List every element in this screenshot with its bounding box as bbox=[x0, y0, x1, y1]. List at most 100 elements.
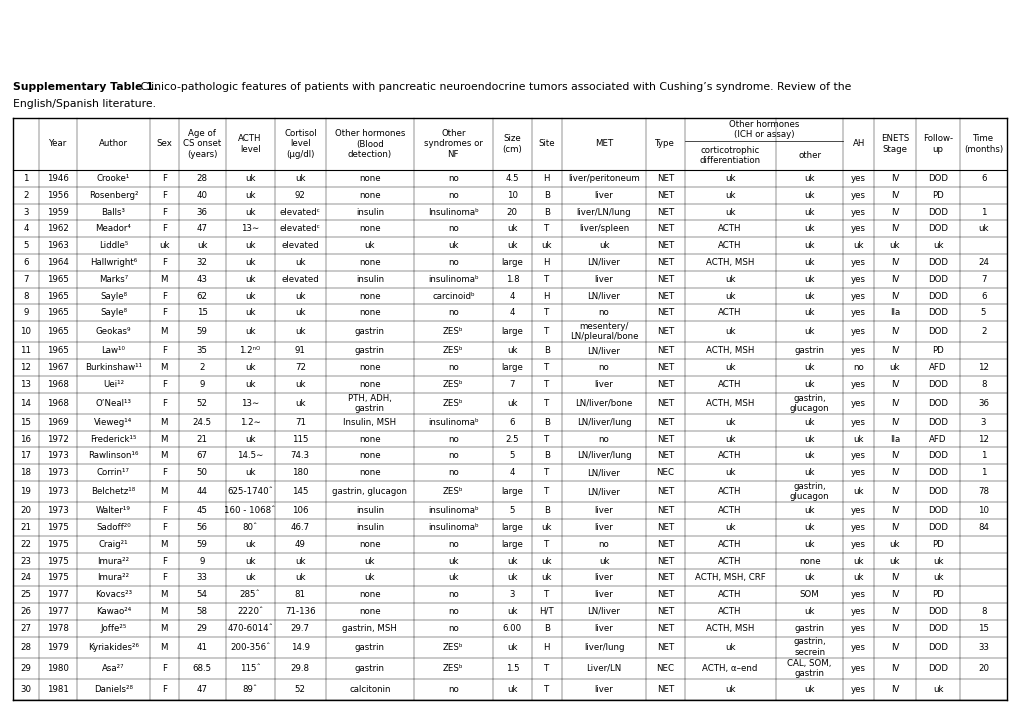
Text: SOM: SOM bbox=[799, 590, 818, 599]
Text: uk: uk bbox=[245, 190, 255, 200]
Text: 35: 35 bbox=[197, 346, 208, 355]
Text: DOD: DOD bbox=[927, 258, 947, 267]
Text: uk: uk bbox=[804, 540, 814, 549]
Text: IV: IV bbox=[890, 523, 898, 532]
Text: B: B bbox=[543, 417, 549, 427]
Text: Uei¹²: Uei¹² bbox=[103, 380, 124, 389]
Text: 1965: 1965 bbox=[47, 309, 69, 317]
Text: uk: uk bbox=[159, 241, 169, 250]
Text: liver: liver bbox=[594, 275, 612, 284]
Text: NET: NET bbox=[656, 540, 674, 549]
Text: B: B bbox=[543, 208, 549, 216]
Text: Other hormones
(ICH or assay): Other hormones (ICH or assay) bbox=[729, 120, 799, 139]
Text: 4: 4 bbox=[23, 224, 29, 234]
Text: none: none bbox=[359, 258, 380, 267]
Text: IV: IV bbox=[890, 607, 898, 616]
Text: uk: uk bbox=[245, 241, 255, 250]
Text: yes: yes bbox=[850, 624, 865, 633]
Text: no: no bbox=[447, 309, 459, 317]
Text: 29.7: 29.7 bbox=[290, 624, 310, 633]
Text: no: no bbox=[447, 451, 459, 461]
Text: liver/peritoneum: liver/peritoneum bbox=[568, 174, 639, 183]
Text: ACTH, MSH: ACTH, MSH bbox=[705, 346, 754, 355]
Text: ZESᵇ: ZESᵇ bbox=[442, 664, 464, 673]
Text: IV: IV bbox=[890, 174, 898, 183]
Text: LN/liver/lung: LN/liver/lung bbox=[576, 417, 631, 427]
Text: 59: 59 bbox=[197, 540, 208, 549]
Text: 23: 23 bbox=[20, 557, 32, 565]
Text: Meador⁴: Meador⁴ bbox=[96, 224, 131, 234]
Text: Crooke¹: Crooke¹ bbox=[97, 174, 130, 183]
Text: IV: IV bbox=[890, 346, 898, 355]
Text: DOD: DOD bbox=[927, 309, 947, 317]
Text: uk: uk bbox=[245, 363, 255, 372]
Text: 1946: 1946 bbox=[47, 174, 69, 183]
Text: yes: yes bbox=[850, 208, 865, 216]
Text: IV: IV bbox=[890, 685, 898, 694]
Text: uk: uk bbox=[804, 451, 814, 461]
Text: NET: NET bbox=[656, 624, 674, 633]
Text: liver: liver bbox=[594, 573, 612, 583]
Text: uk: uk bbox=[245, 573, 255, 583]
Text: English/Spanish literature.: English/Spanish literature. bbox=[13, 99, 156, 109]
Text: F: F bbox=[162, 399, 166, 408]
Text: insulin: insulin bbox=[356, 523, 383, 532]
Text: 17: 17 bbox=[20, 451, 32, 461]
Text: no: no bbox=[447, 685, 459, 694]
Text: uk: uk bbox=[889, 363, 899, 372]
Text: 8: 8 bbox=[980, 607, 985, 616]
Text: insulinomaᵇ: insulinomaᵇ bbox=[428, 523, 478, 532]
Text: 12: 12 bbox=[977, 363, 988, 372]
Text: 180: 180 bbox=[291, 468, 309, 477]
Text: NET: NET bbox=[656, 327, 674, 336]
Text: F: F bbox=[162, 190, 166, 200]
Text: ZESᵇ: ZESᵇ bbox=[442, 642, 464, 652]
Text: 24.5: 24.5 bbox=[193, 417, 212, 427]
Text: uk: uk bbox=[804, 309, 814, 317]
Text: DOD: DOD bbox=[927, 607, 947, 616]
Text: large: large bbox=[501, 540, 523, 549]
Text: M: M bbox=[160, 487, 168, 496]
Text: Frederick¹⁵: Frederick¹⁵ bbox=[90, 435, 137, 443]
Text: 1977: 1977 bbox=[47, 590, 69, 599]
Text: Balls³: Balls³ bbox=[101, 208, 125, 216]
Text: ACTH: ACTH bbox=[717, 224, 741, 234]
Text: 27: 27 bbox=[20, 624, 32, 633]
Text: large: large bbox=[501, 487, 523, 496]
Text: NET: NET bbox=[656, 291, 674, 301]
Text: 29.8: 29.8 bbox=[290, 664, 310, 673]
Text: 50: 50 bbox=[197, 468, 208, 477]
Text: LN/liver: LN/liver bbox=[587, 487, 620, 496]
Text: 1973: 1973 bbox=[47, 468, 69, 477]
Text: elevated: elevated bbox=[281, 241, 319, 250]
Text: none: none bbox=[359, 590, 380, 599]
Text: liver: liver bbox=[594, 380, 612, 389]
Text: none: none bbox=[359, 540, 380, 549]
Text: 14: 14 bbox=[20, 399, 32, 408]
Text: yes: yes bbox=[850, 451, 865, 461]
Text: 285ˆ: 285ˆ bbox=[239, 590, 260, 599]
Text: uk: uk bbox=[245, 275, 255, 284]
Text: 115ˆ: 115ˆ bbox=[239, 664, 260, 673]
Text: no: no bbox=[447, 258, 459, 267]
Text: 2: 2 bbox=[23, 190, 29, 200]
Text: 6: 6 bbox=[980, 291, 985, 301]
Text: uk: uk bbox=[804, 468, 814, 477]
Text: gastrin: gastrin bbox=[794, 346, 823, 355]
Text: uk: uk bbox=[804, 224, 814, 234]
Text: uk: uk bbox=[245, 174, 255, 183]
Text: M: M bbox=[160, 363, 168, 372]
Text: 15: 15 bbox=[977, 624, 988, 633]
Text: 28: 28 bbox=[20, 642, 32, 652]
Text: uk: uk bbox=[804, 241, 814, 250]
Text: ACTH: ACTH bbox=[717, 451, 741, 461]
Text: 1965: 1965 bbox=[47, 275, 69, 284]
Text: 21: 21 bbox=[197, 435, 208, 443]
Text: 5: 5 bbox=[23, 241, 29, 250]
Text: Marks⁷: Marks⁷ bbox=[99, 275, 128, 284]
Text: 44: 44 bbox=[197, 487, 208, 496]
Text: no: no bbox=[447, 590, 459, 599]
Text: ZESᵇ: ZESᵇ bbox=[442, 380, 464, 389]
Text: uk: uk bbox=[725, 685, 735, 694]
Text: uk: uk bbox=[364, 557, 375, 565]
